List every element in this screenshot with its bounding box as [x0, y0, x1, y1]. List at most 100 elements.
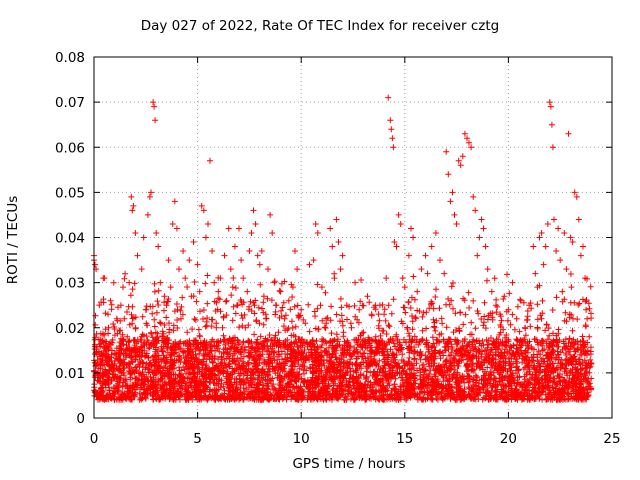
- data-point: [164, 358, 171, 365]
- data-point: [581, 357, 588, 364]
- data-point: [533, 373, 540, 379]
- data-point: [461, 351, 468, 358]
- data-point: [314, 396, 321, 403]
- data-point: [372, 348, 379, 355]
- data-point: [216, 348, 223, 355]
- data-point: [497, 339, 504, 346]
- data-point: [333, 356, 340, 363]
- data-point: [516, 353, 523, 360]
- data-point: [432, 294, 439, 300]
- data-point: [213, 388, 220, 394]
- data-point: [554, 352, 561, 358]
- data-point: [132, 375, 139, 382]
- data-point: [466, 339, 473, 346]
- data-point: [224, 348, 231, 355]
- data-point: [448, 297, 455, 304]
- data-point: [498, 317, 505, 324]
- data-point: [526, 394, 533, 400]
- data-point: [447, 366, 454, 373]
- data-point: [482, 375, 489, 381]
- data-point: [171, 308, 178, 315]
- data-point: [425, 348, 432, 355]
- data-point: [547, 368, 554, 375]
- data-point: [356, 380, 363, 386]
- data-point: [496, 331, 503, 338]
- data-point: [530, 364, 537, 371]
- data-point: [149, 334, 156, 341]
- data-point: [116, 367, 123, 374]
- data-point: [374, 395, 381, 402]
- data-point: [108, 339, 114, 346]
- data-point: [94, 357, 101, 363]
- data-point: [98, 359, 105, 365]
- data-point: [348, 353, 355, 360]
- data-point: [93, 348, 100, 355]
- data-point: [432, 381, 439, 388]
- data-point: [439, 394, 446, 401]
- data-point: [143, 320, 150, 327]
- data-point: [265, 336, 271, 343]
- data-point: [452, 310, 459, 317]
- data-point: [318, 358, 325, 365]
- data-point: [327, 338, 334, 344]
- data-point: [481, 357, 488, 363]
- data-point: [117, 375, 123, 381]
- data-point: [204, 394, 211, 401]
- data-point: [448, 283, 455, 290]
- data-point: [176, 364, 182, 371]
- data-point: [154, 330, 161, 337]
- data-point: [532, 376, 539, 383]
- data-point: [188, 349, 195, 356]
- data-point: [123, 342, 130, 349]
- data-point: [172, 339, 179, 345]
- data-point: [460, 321, 467, 328]
- data-point: [268, 297, 275, 304]
- data-point: [534, 325, 541, 332]
- data-point: [275, 348, 282, 355]
- data-point: [241, 391, 248, 398]
- data-point: [121, 275, 128, 282]
- data-point: [487, 395, 494, 402]
- data-point: [556, 371, 563, 377]
- data-point: [314, 305, 321, 312]
- data-point: [229, 317, 236, 324]
- data-point: [409, 318, 416, 325]
- data-point: [378, 348, 385, 355]
- data-point: [154, 352, 161, 359]
- data-point: [385, 352, 392, 359]
- data-point: [513, 383, 520, 390]
- data-point: [322, 289, 329, 296]
- data-point: [192, 346, 199, 352]
- data-point: [571, 345, 578, 351]
- data-point: [164, 370, 171, 377]
- data-point: [535, 360, 542, 367]
- data-point: [307, 352, 314, 359]
- data-point: [149, 303, 156, 310]
- data-point: [409, 385, 416, 392]
- data-point: [324, 357, 330, 364]
- data-point: [474, 360, 481, 367]
- data-point: [360, 302, 367, 309]
- data-point: [413, 315, 419, 322]
- data-point: [507, 321, 514, 328]
- data-point: [388, 387, 395, 394]
- data-point: [553, 332, 560, 339]
- data-point: [177, 373, 184, 380]
- data-point: [339, 322, 346, 329]
- data-point: [242, 368, 249, 375]
- data-point: [193, 337, 199, 344]
- data-point: [161, 307, 167, 314]
- data-point: [92, 374, 99, 381]
- data-point: [218, 359, 225, 366]
- data-point: [408, 339, 415, 346]
- data-point: [503, 388, 509, 395]
- data-point: [197, 339, 204, 346]
- data-point: [319, 380, 326, 387]
- data-point: [248, 308, 255, 314]
- data-point: [220, 332, 227, 339]
- data-point: [509, 370, 516, 377]
- data-point: [458, 350, 465, 357]
- data-point: [220, 394, 227, 401]
- data-point: [356, 388, 363, 395]
